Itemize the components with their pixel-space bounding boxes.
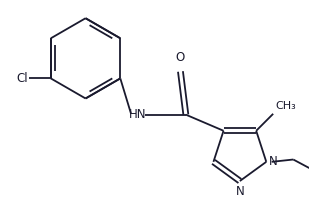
- Text: O: O: [176, 51, 185, 64]
- Text: HN: HN: [129, 108, 146, 121]
- Text: CH₃: CH₃: [276, 101, 296, 111]
- Text: Cl: Cl: [16, 72, 28, 85]
- Text: N: N: [236, 185, 244, 198]
- Text: N: N: [269, 155, 278, 168]
